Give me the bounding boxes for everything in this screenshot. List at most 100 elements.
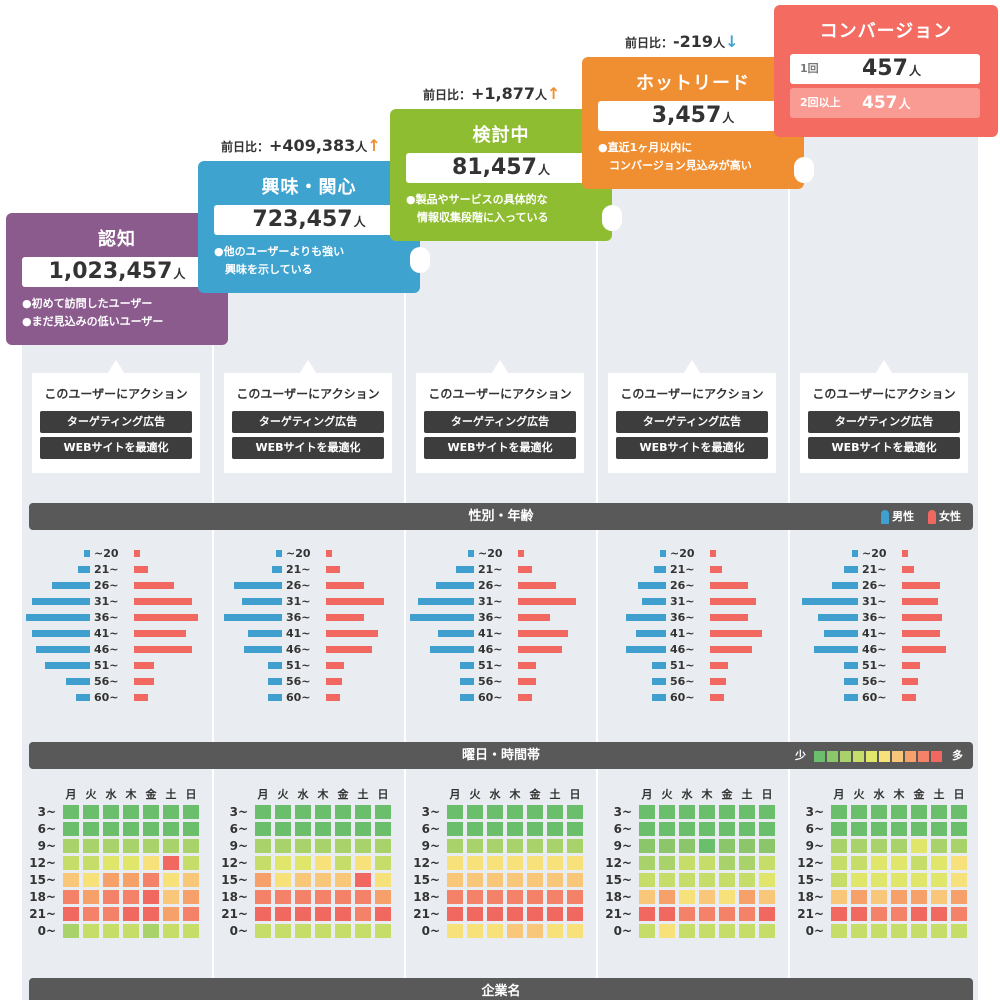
heat-cell [447, 924, 463, 938]
heat-cell [931, 890, 947, 904]
heat-cell [679, 924, 695, 938]
heat-cell [315, 805, 331, 819]
targeting-ad-button[interactable]: ターゲティング広告 [424, 411, 576, 433]
day-label: 土 [741, 788, 753, 801]
card-notch [794, 157, 814, 183]
heat-cell [527, 805, 543, 819]
heat-cell [659, 839, 675, 853]
scale-swatch [918, 750, 929, 762]
heat-cell [83, 822, 99, 836]
male-bar [224, 614, 282, 621]
heat-cell [891, 924, 907, 938]
heat-cell [831, 924, 847, 938]
age-label: 46~ [94, 643, 119, 656]
conversion-row-value: 457人 [862, 88, 911, 119]
heat-cell [831, 890, 847, 904]
female-bar [134, 678, 154, 685]
gender-age-header: 性別・年齢 男性 女性 [29, 503, 973, 530]
female-bar [134, 630, 186, 637]
hour-label: 0~ [421, 924, 440, 938]
compare-value: +409,383 [269, 136, 356, 155]
age-label: 60~ [94, 691, 119, 704]
heat-cell [931, 822, 947, 836]
heat-cell [507, 924, 523, 938]
heat-cell [103, 924, 119, 938]
heat-cell [719, 856, 735, 870]
male-bar [45, 662, 90, 669]
action-pointer [107, 360, 125, 374]
heat-cell [871, 907, 887, 921]
stage-card-interest[interactable]: 興味・関心 723,457人 ●他のユーザーよりも強い 興味を示している [198, 161, 430, 293]
heat-cell [891, 805, 907, 819]
female-bar [518, 598, 576, 605]
heat-cell [527, 873, 543, 887]
day-label: 水 [489, 788, 501, 801]
stage-card-hot-lead[interactable]: ホットリード 3,457人 ●直近1ヶ月以内に コンバージョン見込みが高い [582, 57, 814, 189]
female-bar [518, 678, 536, 685]
heat-cell [699, 822, 715, 836]
heat-cell [567, 873, 583, 887]
stage-description-line: 興味を示している [214, 263, 313, 276]
heat-cell [63, 890, 79, 904]
heat-cell [467, 822, 483, 836]
hour-label: 9~ [229, 839, 248, 853]
stage-count: 81,457 [452, 155, 537, 180]
male-bar [652, 694, 666, 701]
stage-card-consideration[interactable]: 検討中 81,457人 ●製品やサービスの具体的な 情報収集段階に入っている [390, 109, 622, 241]
optimize-website-button[interactable]: WEBサイトを最適化 [616, 437, 768, 459]
age-label: 36~ [862, 611, 887, 624]
age-pyramid: ~20 21~ 26~ 31~ 36~ 41~ 46~ 51~ 56~ 60~ [790, 546, 982, 706]
day-label: 土 [933, 788, 945, 801]
heat-cell [931, 924, 947, 938]
heat-cell [911, 924, 927, 938]
heat-cell [719, 924, 735, 938]
optimize-website-button[interactable]: WEBサイトを最適化 [808, 437, 960, 459]
pyramid-row: 31~ [598, 594, 790, 610]
heat-cell [447, 822, 463, 836]
male-bar [844, 662, 858, 669]
optimize-website-button[interactable]: WEBサイトを最適化 [424, 437, 576, 459]
heat-cell [851, 839, 867, 853]
heat-cell [851, 890, 867, 904]
optimize-website-button[interactable]: WEBサイトを最適化 [40, 437, 192, 459]
conversion-value: 457 [862, 56, 908, 81]
heat-cell [183, 873, 199, 887]
targeting-ad-button[interactable]: ターゲティング広告 [616, 411, 768, 433]
stage-card-conversion[interactable]: コンバージョン 1回 457人 2回以上 457人 [774, 5, 998, 137]
heat-cell [831, 805, 847, 819]
male-bar [660, 550, 666, 557]
heat-cell [163, 822, 179, 836]
age-label: 60~ [478, 691, 503, 704]
targeting-ad-button[interactable]: ターゲティング広告 [40, 411, 192, 433]
targeting-ad-button[interactable]: ターゲティング広告 [232, 411, 384, 433]
heat-cell [467, 924, 483, 938]
female-bar [326, 678, 342, 685]
age-label: ~20 [478, 547, 503, 560]
heat-cell [639, 805, 655, 819]
age-pyramid: ~20 21~ 26~ 31~ 36~ 41~ 46~ 51~ 56~ 60~ [22, 546, 214, 706]
targeting-ad-button[interactable]: ターゲティング広告 [808, 411, 960, 433]
heat-cell [659, 924, 675, 938]
stage-title: 検討中 [472, 125, 530, 146]
day-label: 月 [641, 788, 653, 801]
pyramid-row: ~20 [598, 546, 790, 562]
heat-cell [467, 873, 483, 887]
female-bar [518, 582, 556, 589]
heat-cell [679, 839, 695, 853]
female-bar [518, 694, 532, 701]
pyramid-row: 51~ [598, 658, 790, 674]
action-pointer [875, 360, 893, 374]
heat-cell [911, 822, 927, 836]
female-bar [326, 582, 364, 589]
male-bar [276, 550, 282, 557]
heat-cell [487, 924, 503, 938]
hour-label: 9~ [613, 839, 632, 853]
pyramid-row: 41~ [790, 626, 982, 642]
hour-label: 15~ [221, 873, 248, 887]
compare-label: 前日比： [221, 140, 270, 154]
compare-label: 前日比： [423, 88, 472, 102]
heat-cell [63, 822, 79, 836]
stage-card-awareness[interactable]: 認知 1,023,457人 ●初めて訪問したユーザー ●まだ見込みの低いユーザー [6, 213, 238, 345]
heat-cell [295, 822, 311, 836]
optimize-website-button[interactable]: WEBサイトを最適化 [232, 437, 384, 459]
